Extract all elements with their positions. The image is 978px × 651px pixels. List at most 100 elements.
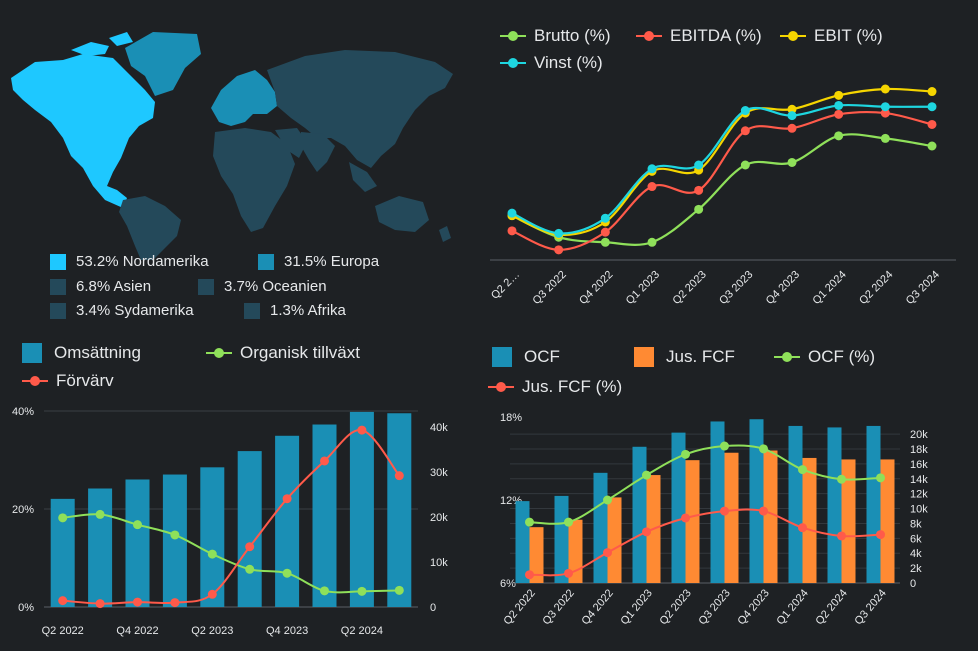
region-asien	[267, 50, 453, 168]
data-point	[880, 108, 890, 118]
legend-item[interactable]: Omsättning	[22, 343, 141, 363]
legend-item[interactable]: 53.2% Nordamerika	[50, 253, 209, 270]
y-left-tick: 40%	[12, 406, 34, 418]
legend-item[interactable]: Jus. FCF	[634, 347, 735, 367]
data-point	[564, 517, 573, 527]
legend-item[interactable]: 6.8% Asien	[50, 278, 151, 295]
bar-ocf	[710, 421, 725, 583]
revenue-chart: 0% 20% 40% 0 10k 20k 30k 40k Q2 2022 Q4 2022 Q2 20…	[12, 406, 448, 637]
bar-ocf	[593, 472, 608, 583]
data-point	[876, 530, 885, 540]
margins-panel: Brutto (%) EBITDA (%) EBIT (%) Vinst (%) Q2…	[490, 0, 978, 330]
bar-omsattning	[50, 498, 75, 607]
bar-jus-fcf	[880, 459, 895, 583]
data-point	[787, 104, 797, 114]
legend-item[interactable]: 1.3% Afrika	[244, 302, 346, 319]
x-tick-label: Q2 2022	[42, 625, 84, 637]
data-point	[133, 597, 142, 607]
legend-item[interactable]: Jus. FCF (%)	[488, 377, 622, 397]
legend-label: OCF (%)	[808, 347, 876, 366]
data-point	[133, 520, 142, 530]
region-europa	[211, 70, 277, 126]
data-point	[525, 570, 534, 580]
legend-line-marker	[500, 57, 526, 69]
data-point	[600, 237, 610, 247]
data-point	[880, 133, 890, 143]
data-point	[642, 527, 651, 537]
legend-label: Omsättning	[54, 343, 141, 362]
data-point	[759, 444, 768, 454]
bar-omsattning	[237, 451, 262, 607]
legend-item[interactable]: Förvärv	[22, 371, 114, 391]
y-left-tick: 20%	[12, 504, 34, 516]
data-point	[525, 517, 534, 527]
data-point	[798, 523, 807, 533]
data-point	[320, 456, 329, 466]
y-right-tick: 20k	[910, 429, 928, 441]
data-point	[927, 141, 937, 151]
legend-item[interactable]: OCF	[492, 347, 560, 367]
legend-swatch	[22, 343, 42, 363]
series-line	[529, 444, 881, 525]
y-right-tick: 6k	[910, 533, 922, 545]
data-point	[694, 204, 704, 214]
data-point	[759, 506, 768, 516]
bar-jus-fcf	[841, 459, 856, 583]
x-tick-label: Q2 2023	[191, 625, 233, 637]
data-point	[394, 585, 404, 595]
x-tick-label: Q2 2022	[501, 587, 537, 627]
data-point	[647, 164, 657, 174]
data-point	[170, 530, 180, 540]
y-right-tick: 20k	[430, 512, 448, 524]
legend-label: Vinst (%)	[534, 53, 603, 72]
data-point	[834, 109, 844, 119]
legend-item[interactable]: 3.7% Oceanien	[198, 278, 327, 295]
data-point	[357, 586, 367, 596]
data-point	[282, 494, 292, 504]
legend-item[interactable]: EBITDA (%)	[636, 26, 762, 46]
bar-jus-fcf	[802, 457, 817, 583]
data-point	[837, 474, 846, 484]
legend-item[interactable]: Organisk tillväxt	[206, 343, 360, 363]
data-point	[694, 185, 704, 195]
data-point	[740, 126, 750, 136]
y-right-tick: 8k	[910, 518, 922, 530]
region-greenland	[125, 32, 201, 96]
data-point	[554, 228, 564, 238]
data-point	[787, 157, 797, 167]
data-point	[95, 599, 105, 609]
region-middle-east	[275, 128, 307, 158]
legend-item[interactable]: 31.5% Europa	[258, 253, 379, 270]
legend-item[interactable]: OCF (%)	[774, 347, 875, 367]
legend-item[interactable]: Brutto (%)	[500, 26, 611, 46]
data-point	[694, 160, 704, 170]
data-point	[600, 213, 610, 223]
legend-label: Organisk tillväxt	[240, 343, 360, 362]
bar-ocf	[827, 427, 842, 583]
x-tick-label: Q1 2023	[618, 587, 654, 627]
data-point	[834, 100, 844, 110]
data-point	[880, 102, 890, 112]
legend-item[interactable]: EBIT (%)	[780, 26, 883, 46]
legend-item[interactable]: 3.4% Sydamerika	[50, 302, 194, 319]
bar-ocf	[632, 446, 647, 583]
x-tick-label: Q2 2023	[670, 269, 708, 307]
y-left-tick: 6%	[500, 578, 516, 590]
bar-omsattning	[387, 413, 412, 607]
legend-swatch	[634, 347, 654, 367]
y-right-tick: 30k	[430, 467, 448, 479]
region-nordamerika	[11, 54, 155, 208]
x-tick-label: Q1 2023	[624, 269, 662, 307]
y-right-tick: 40k	[430, 422, 448, 434]
bar-jus-fcf	[568, 519, 583, 583]
y-right-tick: 16k	[910, 459, 928, 471]
legend-swatch	[198, 278, 214, 295]
bar-jus-fcf	[529, 527, 544, 583]
legend-line-marker	[22, 375, 48, 387]
x-tick-label: Q4 2023	[266, 625, 308, 637]
bar-omsattning	[275, 435, 300, 607]
legend-label: 3.4% Sydamerika	[76, 302, 194, 319]
data-point	[681, 513, 690, 523]
legend-item[interactable]: Vinst (%)	[500, 53, 603, 73]
bar-ocf	[866, 425, 881, 583]
